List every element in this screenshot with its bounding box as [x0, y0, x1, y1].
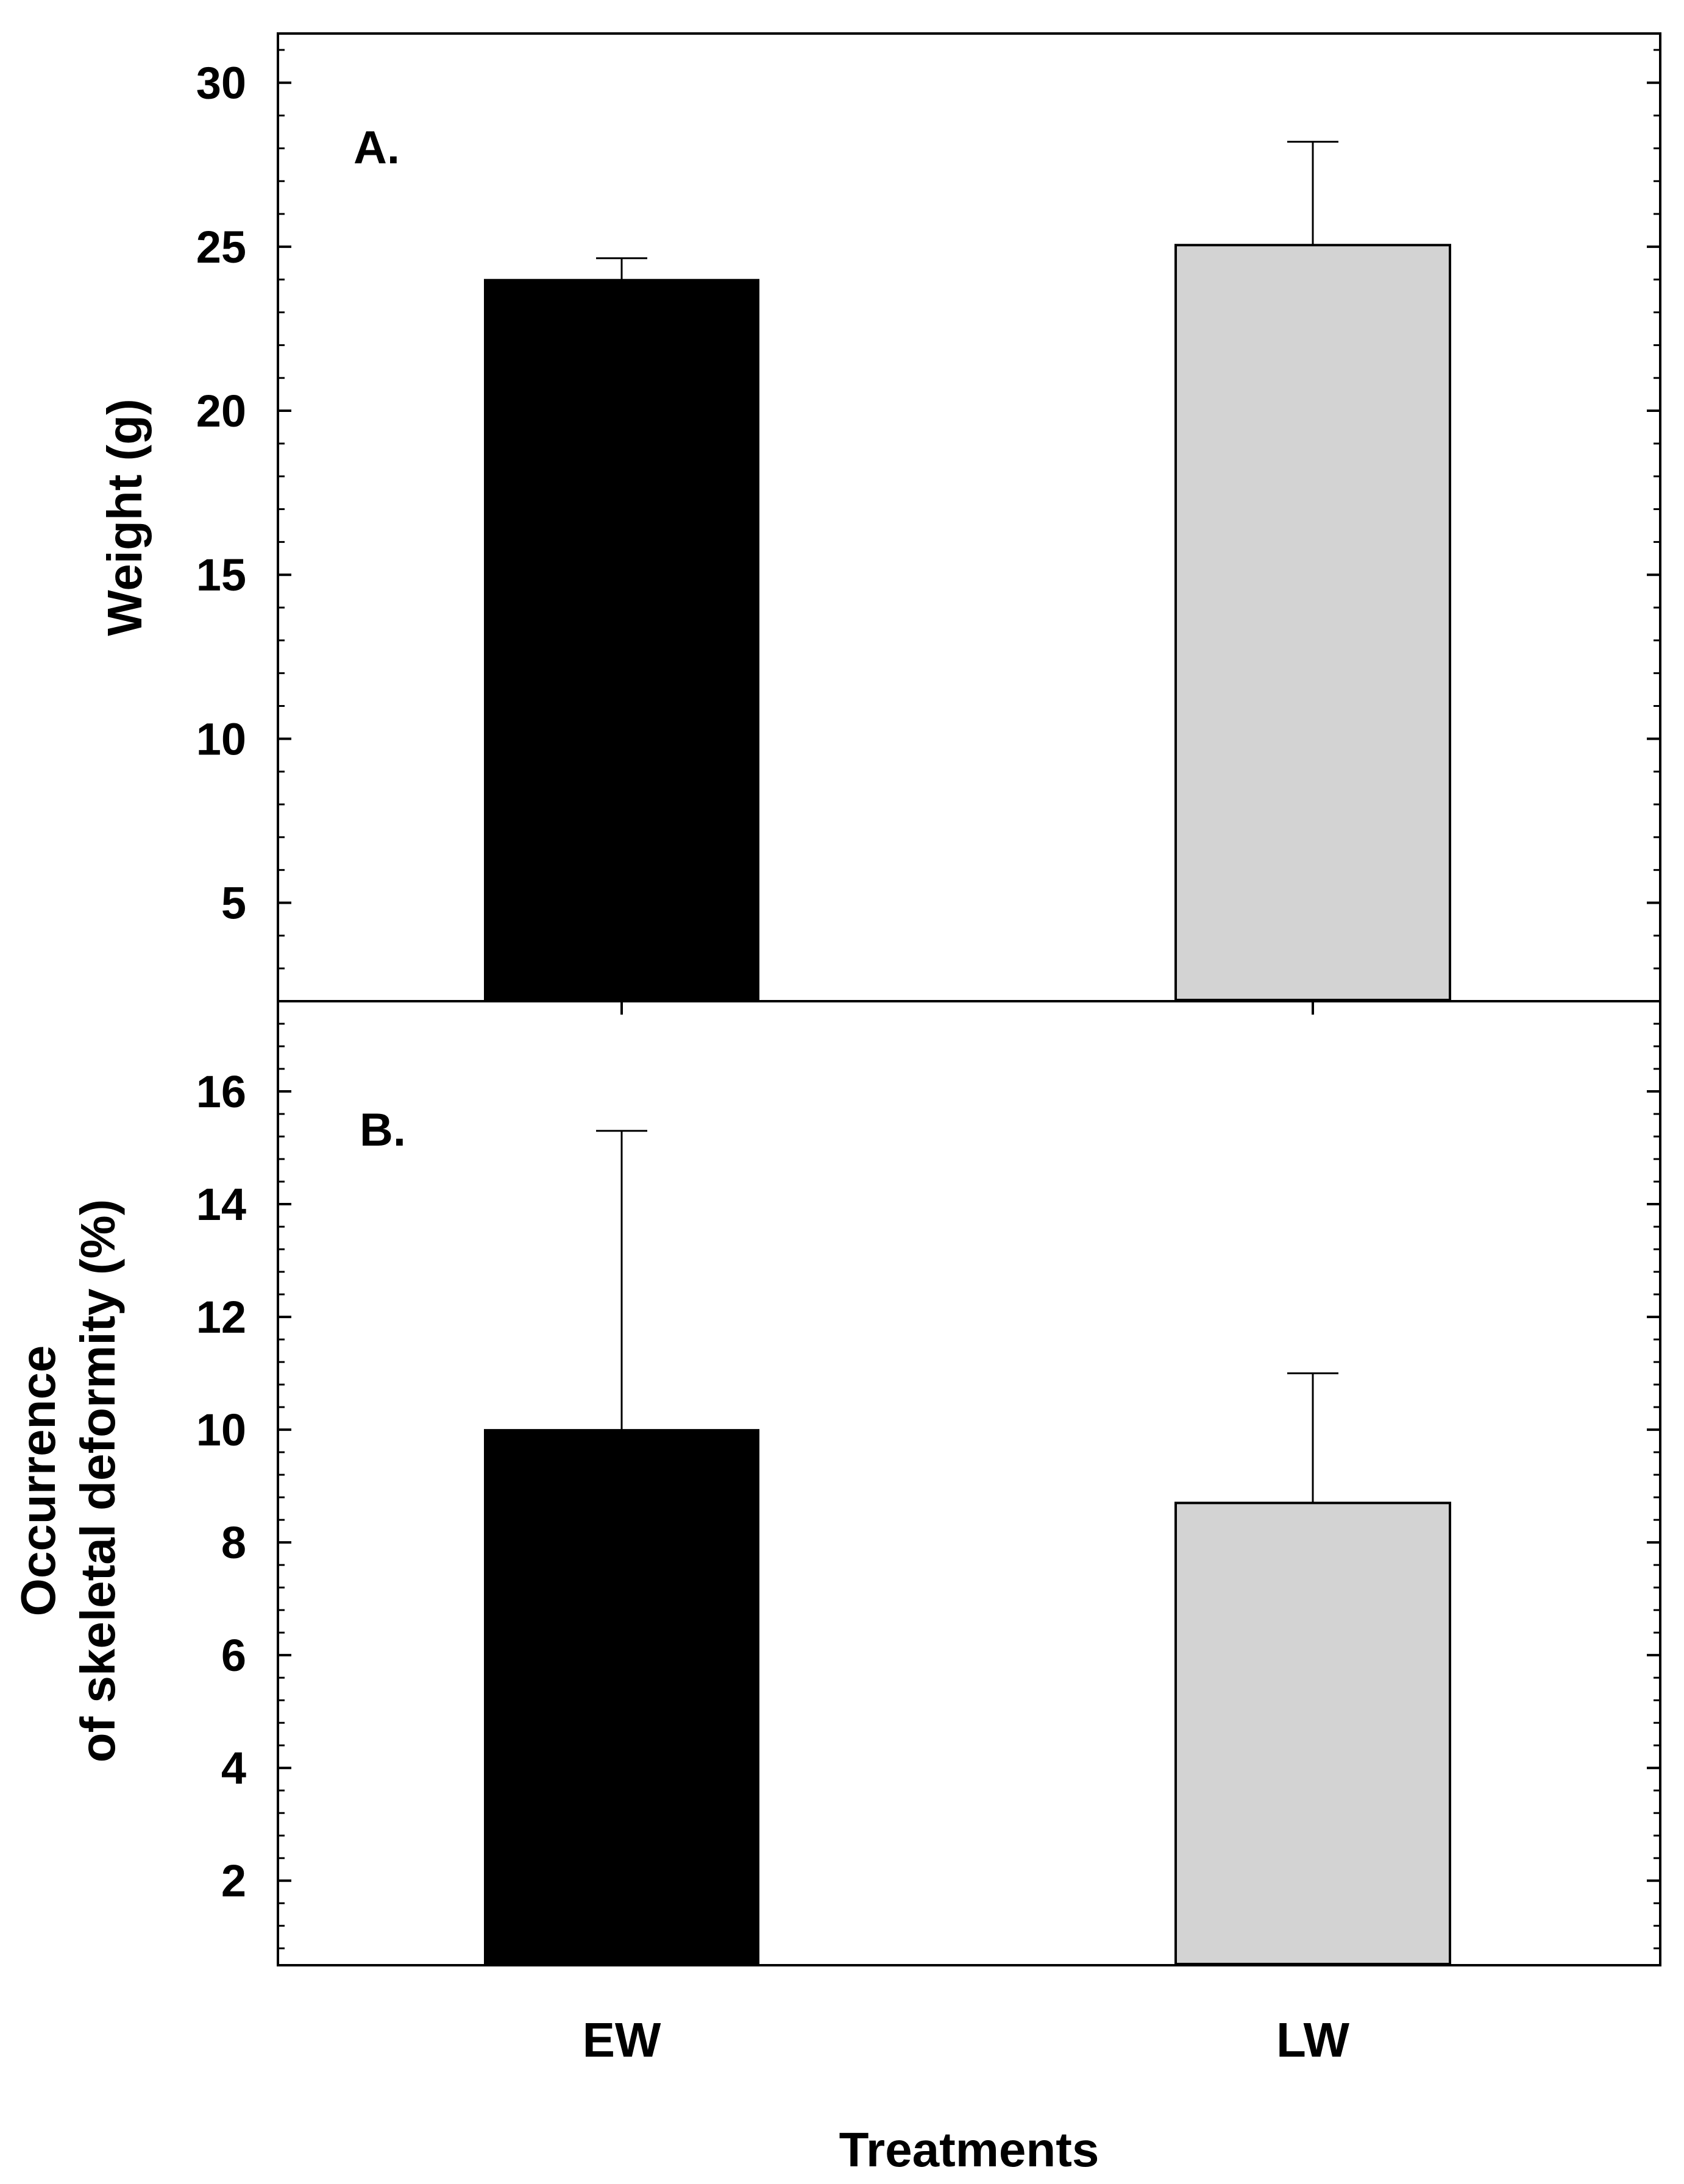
panel-b-bar-lw [1174, 1502, 1451, 1965]
panel-a-y-tick-label: 15 [196, 550, 246, 600]
panel-b-y-tick-label: 16 [196, 1066, 246, 1117]
panel-a-y-tick-label: 5 [221, 878, 246, 929]
panel-b-y-tick-label: 10 [196, 1405, 246, 1455]
panel-divider-category-ticks [620, 1001, 1314, 1015]
panel-a-y-axis-ticks [278, 49, 1660, 970]
panel-b-y-tick-label: 14 [196, 1179, 246, 1230]
panel-b-error-bars [596, 1130, 1338, 1503]
panel-b-y-tick-label: 2 [221, 1856, 246, 1906]
panel-a-error-bars [596, 141, 1338, 280]
panel-a-y-tick-label: 20 [196, 386, 246, 436]
panel-b-y-tick-label: 12 [196, 1292, 246, 1342]
panel-a-label: A. [353, 122, 400, 174]
panel-b-label: B. [360, 1104, 406, 1156]
panel-a-bar-ew [484, 278, 759, 1001]
x-axis-category-label-ew: EW [583, 2013, 661, 2067]
panel-a-y-axis-title: Weight (g) [98, 399, 152, 636]
panel-b-y-axis-ticks [278, 1023, 1660, 1949]
panel-a-bars [484, 244, 1451, 1001]
panel-b-y-tick-label: 8 [221, 1517, 246, 1568]
panel-a-weight-chart: 5 10 15 20 25 30 A. Weight (g) [98, 32, 1661, 1002]
panel-b-bar-ew [484, 1429, 759, 1965]
panel-b-y-axis-title-line-2: of skeletal deformity (%) [71, 1199, 125, 1763]
x-axis-category-label-lw: LW [1276, 2013, 1349, 2067]
panel-b-bars [484, 1429, 1451, 1965]
panel-b-y-axis-tick-labels: 2 4 6 8 10 12 14 16 [196, 1066, 246, 1906]
panel-b-y-tick-label: 4 [221, 1743, 246, 1793]
x-axis-category-labels: EW LW [583, 2013, 1350, 2067]
panel-b-deformity-chart: 2 4 6 8 10 12 14 16 B. Occurrence of skeletal d… [11, 1000, 1661, 1966]
panel-a-y-tick-label: 10 [196, 714, 246, 764]
panel-a-bar-lw [1174, 244, 1451, 1001]
panel-a-y-axis-tick-labels: 5 10 15 20 25 30 [196, 58, 246, 929]
panel-b-plot-frame [277, 1000, 1661, 1966]
panel-a-y-tick-label: 30 [196, 58, 246, 108]
panel-b-y-axis-title-line-1: Occurrence [11, 1346, 65, 1617]
panel-b-y-tick-label: 6 [221, 1630, 246, 1681]
x-axis-title: Treatments [839, 2122, 1100, 2177]
panel-a-y-tick-label: 25 [196, 222, 246, 272]
